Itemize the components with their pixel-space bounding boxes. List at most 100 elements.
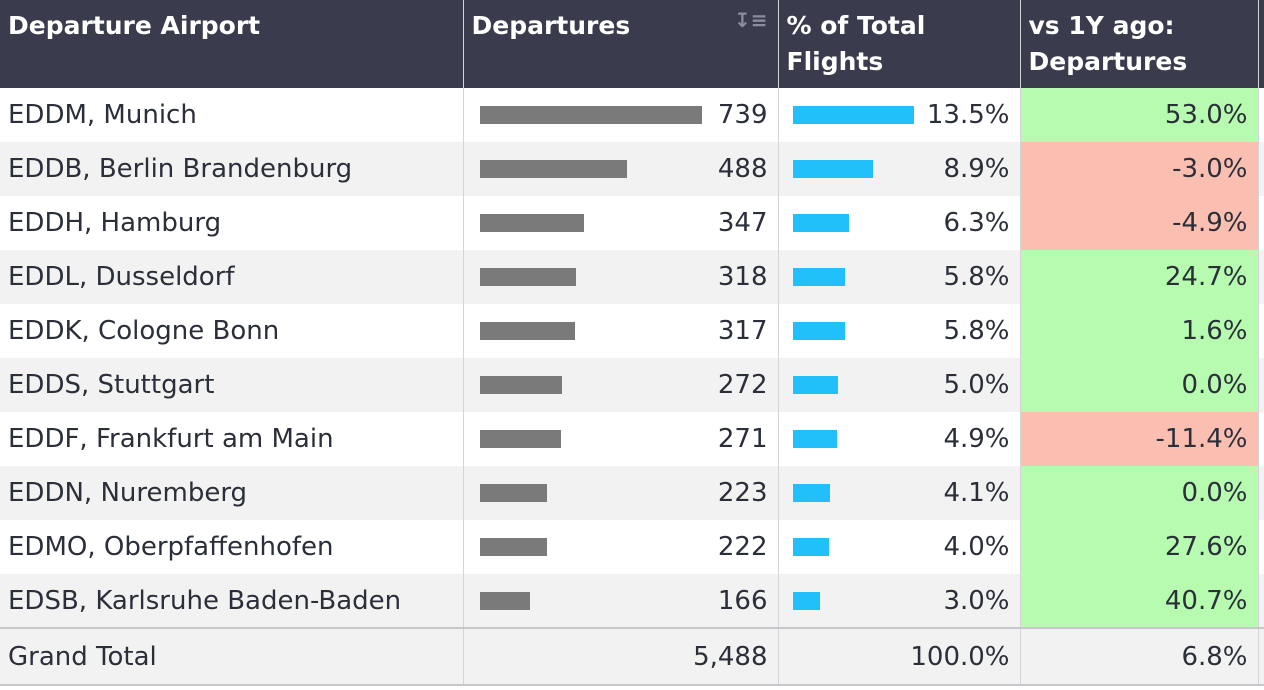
departures-bar [479,268,576,286]
yoy-cell: 24.7% [1020,250,1259,304]
grand-total-departures: 5,488 [463,627,779,686]
airport-cell: EDDB, Berlin Brandenburg [0,142,464,196]
departures-cell: 739 [463,88,779,142]
pct-bar [792,484,830,502]
table-row[interactable]: EDDH, Hamburg 347 6.3% -4.9% [0,196,1264,250]
pct-value: 5.0% [943,370,1010,400]
pct-value: 4.0% [943,532,1010,562]
table-row[interactable]: EDDS, Stuttgart 272 5.0% 0.0% [0,358,1264,412]
departures-cell: 318 [463,250,779,304]
row-filler [1258,250,1264,304]
table-row[interactable]: EDDL, Dusseldorf 318 5.8% 24.7% [0,250,1264,304]
header-departure-airport[interactable]: Departure Airport [0,0,464,88]
pct-bar [792,268,845,286]
pct-bar [792,376,838,394]
grand-total-label: Grand Total [0,627,464,686]
pct-cell: 13.5% [778,88,1021,142]
pct-bar [792,430,837,448]
departures-value: 317 [717,316,768,346]
airport-cell: EDSB, Karlsruhe Baden-Baden [0,574,464,628]
airport-cell: EDDS, Stuttgart [0,358,464,412]
header-pct-total-flights[interactable]: % of Total Flights [778,0,1021,88]
pct-cell: 4.9% [778,412,1021,466]
pct-bar [792,322,845,340]
grand-total-yoy: 6.8% [1020,627,1259,686]
yoy-cell: 40.7% [1020,574,1259,628]
airport-cell: EDDK, Cologne Bonn [0,304,464,358]
pct-cell: 4.1% [778,466,1021,520]
yoy-cell: 0.0% [1020,358,1259,412]
pct-cell: 3.0% [778,574,1021,628]
airport-cell: EDDH, Hamburg [0,196,464,250]
departures-value: 166 [717,585,768,616]
table-row[interactable]: EDSB, Karlsruhe Baden-Baden 166 3.0% 40.7% [0,574,1264,628]
header-row: Departure Airport Departures ↧≡ % of Tot… [0,0,1264,88]
pct-value: 4.9% [943,424,1010,454]
departures-bar [479,322,575,340]
pct-bar [792,160,873,178]
departures-bar [479,484,547,502]
departures-value: 223 [717,478,768,508]
pct-cell: 5.8% [778,250,1021,304]
row-filler [1258,358,1264,412]
row-filler [1258,520,1264,574]
airport-cell: EDMO, Oberpfaffenhofen [0,520,464,574]
departures-bar [479,214,584,232]
row-filler [1258,412,1264,466]
departures-bar [479,376,562,394]
pct-bar [792,538,829,556]
airport-cell: EDDN, Nuremberg [0,466,464,520]
departures-value: 488 [717,154,768,184]
header-departures[interactable]: Departures ↧≡ [463,0,779,88]
table-row[interactable]: EDDK, Cologne Bonn 317 5.8% 1.6% [0,304,1264,358]
pct-value: 5.8% [943,316,1010,346]
departures-cell: 166 [463,574,779,628]
pct-cell: 4.0% [778,520,1021,574]
departures-bar [479,160,627,178]
header-vs-1y-ago-departures[interactable]: vs 1Y ago: Departures [1020,0,1259,88]
yoy-cell: 27.6% [1020,520,1259,574]
pct-cell: 5.0% [778,358,1021,412]
yoy-cell: -3.0% [1020,142,1259,196]
departures-value: 318 [717,262,768,292]
departures-value: 272 [717,370,768,400]
row-filler [1258,142,1264,196]
departures-value: 739 [717,100,768,130]
grand-total-pct: 100.0% [778,627,1021,686]
departures-cell: 317 [463,304,779,358]
departures-cell: 347 [463,196,779,250]
table-row[interactable]: EDDB, Berlin Brandenburg 488 8.9% -3.0% [0,142,1264,196]
airport-cell: EDDF, Frankfurt am Main [0,412,464,466]
header-departures-label: Departures [471,11,631,40]
pct-value: 5.8% [943,262,1010,292]
departures-value: 271 [717,424,768,454]
table-row[interactable]: EDDF, Frankfurt am Main 271 4.9% -11.4% [0,412,1264,466]
departures-cell: 488 [463,142,779,196]
row-filler [1258,196,1264,250]
table-row[interactable]: EDDN, Nuremberg 223 4.1% 0.0% [0,466,1264,520]
yoy-cell: 53.0% [1020,88,1259,142]
yoy-cell: 0.0% [1020,466,1259,520]
sort-descending-icon[interactable]: ↧≡ [733,8,768,32]
yoy-cell: -11.4% [1020,412,1259,466]
departures-bar [479,106,702,124]
pct-value: 8.9% [943,154,1010,184]
table-row[interactable]: EDMO, Oberpfaffenhofen 222 4.0% 27.6% [0,520,1264,574]
yoy-cell: 1.6% [1020,304,1259,358]
pct-cell: 5.8% [778,304,1021,358]
row-filler [1258,304,1264,358]
pct-bar [792,591,820,610]
grand-total-row: Grand Total 5,488 100.0% 6.8% [0,627,1264,686]
pct-bar [792,106,914,124]
departures-value: 347 [717,208,768,238]
pct-bar [792,214,849,232]
yoy-cell: -4.9% [1020,196,1259,250]
departures-cell: 271 [463,412,779,466]
header-filler [1258,0,1264,88]
pct-value: 3.0% [943,585,1010,616]
table-row[interactable]: EDDM, Munich 739 13.5% 53.0% [0,88,1264,142]
departures-bar [479,538,547,556]
row-filler [1258,466,1264,520]
departures-bar [479,430,561,448]
